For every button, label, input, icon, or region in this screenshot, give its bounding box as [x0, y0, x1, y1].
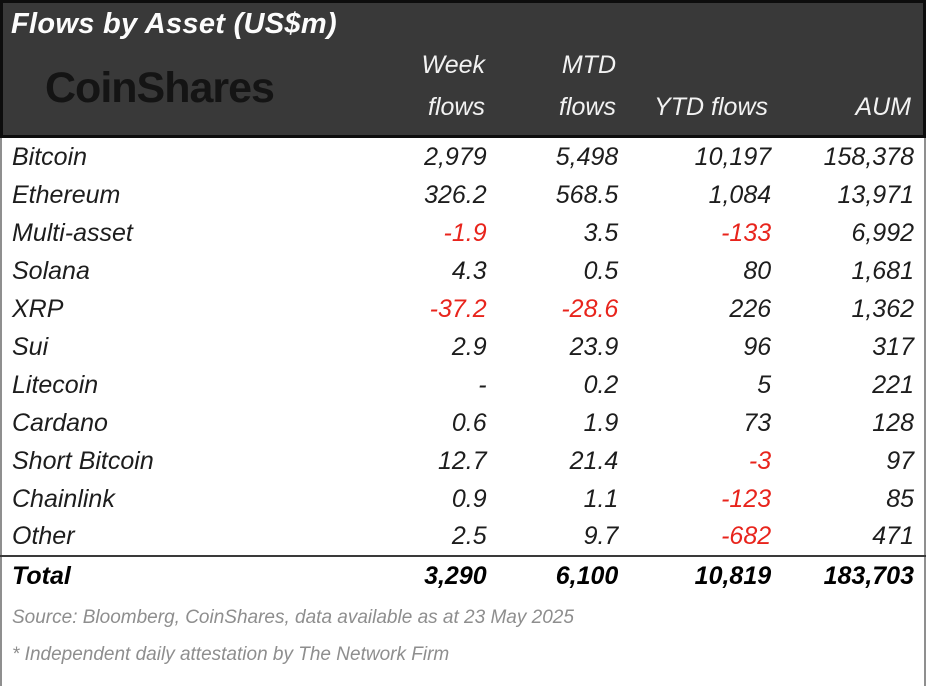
coinshares-logo: CoinShares: [45, 63, 275, 112]
table-row: Multi-asset -1.9 3.5 -133 6,992: [1, 214, 925, 252]
source-note: Source: Bloomberg, CoinShares, data avai…: [12, 607, 574, 628]
column-header-week-flows: Week flows: [403, 41, 489, 135]
mtd-flows-cell: 1.9: [583, 408, 619, 437]
table-row: Bitcoin 2,979 5,498 10,197 158,378: [1, 138, 925, 176]
mtd-flows-cell: 3.5: [583, 218, 619, 247]
week-flows-cell: 0.6: [451, 408, 487, 437]
week-flows-cell: -37.2: [429, 294, 487, 323]
week-flows-cell: 326.2: [424, 180, 487, 209]
figure-title: Flows by Asset (US$m): [11, 8, 337, 40]
mtd-flows-cell: 9.7: [583, 522, 619, 550]
total-label: Total: [1, 555, 405, 596]
column-header-line2: YTD flows: [654, 93, 768, 121]
aum-cell: 221: [872, 370, 914, 399]
table-row: Sui 2.9 23.9 96 317: [1, 328, 925, 366]
total-aum: 183,703: [775, 555, 925, 596]
column-header-line2: flows: [428, 93, 485, 121]
total-ytd-flows: 10,819: [622, 555, 776, 596]
week-flows-cell: 2,979: [424, 142, 487, 171]
ytd-flows-cell: 1,084: [708, 180, 772, 209]
table-row: Cardano 0.6 1.9 73 128: [1, 404, 925, 442]
attestation-note: * Independent daily attestation by The N…: [12, 644, 450, 665]
table-row: Other 2.5 9.7 -682 471: [1, 518, 925, 556]
ytd-flows-cell: 226: [729, 294, 772, 323]
asset-cell: Sui: [12, 332, 49, 361]
column-header-line1: MTD: [561, 51, 616, 79]
table-total-section: Total 3,290 6,100 10,819 183,703: [1, 555, 925, 596]
asset-cell: Multi-asset: [12, 218, 133, 247]
asset-cell: Short Bitcoin: [12, 446, 154, 475]
ytd-flows-cell: 80: [743, 256, 772, 285]
ytd-flows-cell: -133: [721, 218, 772, 247]
aum-cell: 1,362: [851, 294, 914, 323]
mtd-flows-cell: 0.2: [583, 370, 619, 399]
total-mtd-flows: 6,100: [490, 555, 623, 596]
column-header-row: CoinShares Week flows MTD flows YTD flow…: [3, 41, 923, 135]
table-row: Litecoin - 0.2 5 221: [1, 366, 925, 404]
asset-cell: XRP: [12, 294, 64, 323]
table-row: Solana 4.3 0.5 80 1,681: [1, 252, 925, 290]
asset-cell: Cardano: [12, 408, 108, 437]
week-flows-cell: 4.3: [451, 256, 487, 285]
table-row: Chainlink 0.9 1.1 -123 85: [1, 480, 925, 518]
ytd-flows-cell: -3: [748, 446, 772, 475]
table-row: Short Bitcoin 12.7 21.4 -3 97: [1, 442, 925, 480]
column-header-line2: AUM: [855, 93, 911, 121]
column-header-line2: flows: [559, 93, 616, 121]
week-flows-cell: 0.9: [451, 484, 487, 513]
logo-cell: CoinShares: [3, 41, 403, 135]
week-flows-cell: -1.9: [443, 218, 487, 247]
mtd-flows-cell: 21.4: [569, 446, 619, 475]
week-flows-cell: 12.7: [437, 446, 487, 475]
mtd-flows-cell: 0.5: [583, 256, 619, 285]
ytd-flows-cell: 96: [743, 332, 772, 361]
table-row: Ethereum 326.2 568.5 1,084 13,971: [1, 176, 925, 214]
column-header-ytd-flows: YTD flows: [620, 41, 772, 135]
ytd-flows-cell: 73: [743, 408, 772, 437]
total-row: Total 3,290 6,100 10,819 183,703: [1, 555, 925, 596]
aum-cell: 471: [872, 522, 914, 550]
ytd-flows-cell: 5: [757, 370, 772, 399]
column-header-line1: Week: [421, 51, 485, 79]
week-flows-cell: -: [478, 370, 487, 399]
asset-cell: Solana: [12, 256, 90, 285]
aum-cell: 13,971: [837, 180, 914, 209]
asset-cell: Bitcoin: [12, 142, 88, 171]
asset-cell: Other: [12, 522, 75, 550]
mtd-flows-cell: -28.6: [561, 294, 619, 323]
mtd-flows-cell: 23.9: [569, 332, 619, 361]
total-week-flows: 3,290: [404, 555, 491, 596]
ytd-flows-cell: -123: [721, 484, 772, 513]
aum-cell: 97: [886, 446, 914, 475]
flows-table: Bitcoin 2,979 5,498 10,197 158,378 Ethereum 32…: [0, 138, 926, 596]
asset-cell: Chainlink: [12, 484, 115, 513]
table-header: Flows by Asset (US$m) CoinShares Week fl…: [0, 0, 926, 138]
aum-cell: 317: [872, 332, 914, 361]
table-row: XRP -37.2 -28.6 226 1,362: [1, 290, 925, 328]
ytd-flows-cell: -682: [721, 522, 772, 550]
aum-cell: 128: [872, 408, 914, 437]
week-flows-cell: 2.9: [451, 332, 487, 361]
mtd-flows-cell: 1.1: [583, 484, 619, 513]
asset-cell: Litecoin: [12, 370, 99, 399]
aum-cell: 85: [886, 484, 914, 513]
ytd-flows-cell: 10,197: [694, 142, 772, 171]
mtd-flows-cell: 568.5: [555, 180, 619, 209]
aum-cell: 1,681: [851, 256, 914, 285]
mtd-flows-cell: 5,498: [555, 142, 619, 171]
figure-footer: Source: Bloomberg, CoinShares, data avai…: [0, 596, 926, 686]
week-flows-cell: 2.5: [451, 522, 487, 550]
column-header-mtd-flows: MTD flows: [489, 41, 620, 135]
aum-cell: 158,378: [823, 142, 914, 171]
column-header-aum: AUM: [772, 41, 921, 135]
asset-cell: Ethereum: [12, 180, 121, 209]
aum-cell: 6,992: [851, 218, 914, 247]
table-body: Bitcoin 2,979 5,498 10,197 158,378 Ethereum 32…: [1, 138, 925, 556]
